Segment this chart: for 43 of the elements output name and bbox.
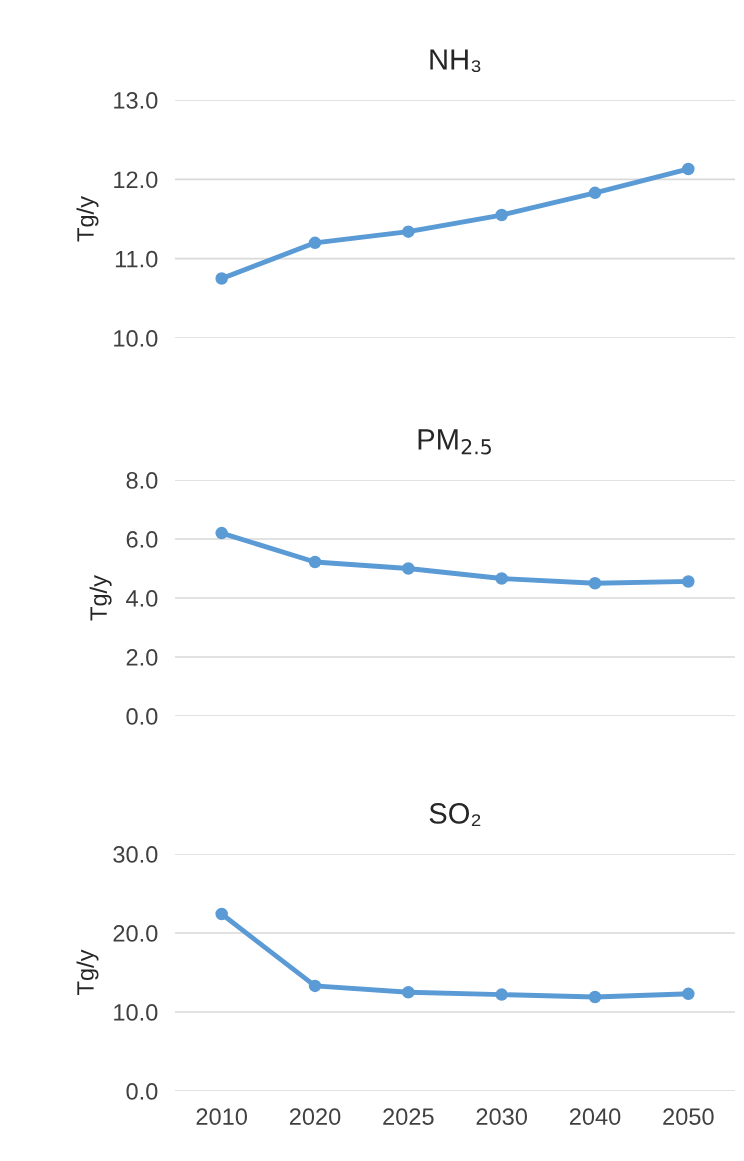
y-tick-label: 0.0 [126,1083,158,1100]
y-axis-title: Tg/y [76,196,99,242]
chart-title: SO₂ [429,803,481,826]
point [215,272,228,285]
y-tick-label: 4.0 [126,590,158,607]
point [682,162,695,176]
point [682,575,695,588]
point [495,572,508,585]
x-tick-label: 2030 [476,1108,528,1126]
chart-title: NH₃ [430,49,481,73]
x-tick-label: 2040 [569,1108,621,1126]
y-tick-label: 11.0 [115,250,158,268]
y-axis-title: Tg/y [89,575,112,621]
y-tick-label: 8.0 [126,472,158,489]
point [495,208,508,222]
y-tick-label: 20.0 [113,925,158,942]
y-tick-label: 10.0 [114,330,158,347]
y-tick-label: 12.0 [114,171,158,189]
y-tick-label: 0.0 [126,708,158,725]
point [215,526,228,540]
chart-title: PM$_{2.5}$ [418,429,491,455]
point [588,576,602,590]
y-tick-label: 13.0 [114,92,158,109]
point [495,988,508,1001]
y-tick-label: 10.0 [114,1004,158,1021]
x-tick-label: 2025 [383,1108,434,1126]
y-tick-label: 30.0 [113,846,158,863]
x-tick-label: 2050 [663,1108,714,1126]
y-tick-label: 6.0 [126,531,158,548]
point [308,979,322,993]
point [308,555,322,569]
point [402,562,415,575]
point [308,236,322,250]
point [215,907,228,921]
x-tick-label: 2020 [289,1108,341,1126]
point [402,225,415,238]
x-tick-label: 2010 [196,1108,248,1126]
point [588,186,602,200]
y-tick-label: 2.0 [126,649,158,666]
point [402,985,415,999]
point [682,987,695,1001]
y-axis-title: Tg/y [76,949,99,995]
point [588,990,602,1004]
